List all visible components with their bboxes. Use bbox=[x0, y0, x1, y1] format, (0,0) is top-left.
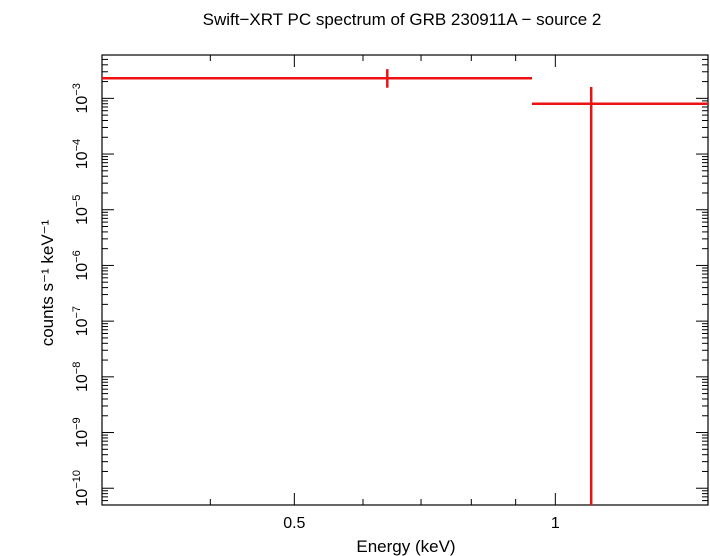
y-tick-label: 10−8 bbox=[71, 362, 91, 392]
axes-group bbox=[101, 54, 709, 506]
x-axis-label: Energy (keV) bbox=[356, 537, 455, 556]
y-axis-label: counts s⁻¹ keV⁻¹ bbox=[38, 219, 57, 346]
x-tick-label: 1 bbox=[551, 515, 560, 532]
y-tick-label: 10−6 bbox=[71, 250, 91, 280]
data-marks bbox=[102, 69, 708, 505]
y-tick-label: 10−9 bbox=[71, 417, 91, 447]
x-tick-label: 0.5 bbox=[283, 515, 305, 532]
y-tick-label: 10−10 bbox=[71, 470, 91, 506]
y-tick-label: 10−5 bbox=[71, 195, 91, 225]
plot-frame bbox=[101, 54, 709, 506]
y-tick-label: 10−7 bbox=[71, 306, 91, 336]
chart-title: Swift−XRT PC spectrum of GRB 230911A − s… bbox=[203, 10, 602, 29]
y-tick-label: 10−3 bbox=[71, 83, 91, 113]
ticks-group: 0.5 1 10−3 10−4 10−5 10−6 10−7 10−8 10−9 10−10 bbox=[71, 54, 708, 532]
y-tick-label: 10−4 bbox=[71, 139, 91, 169]
